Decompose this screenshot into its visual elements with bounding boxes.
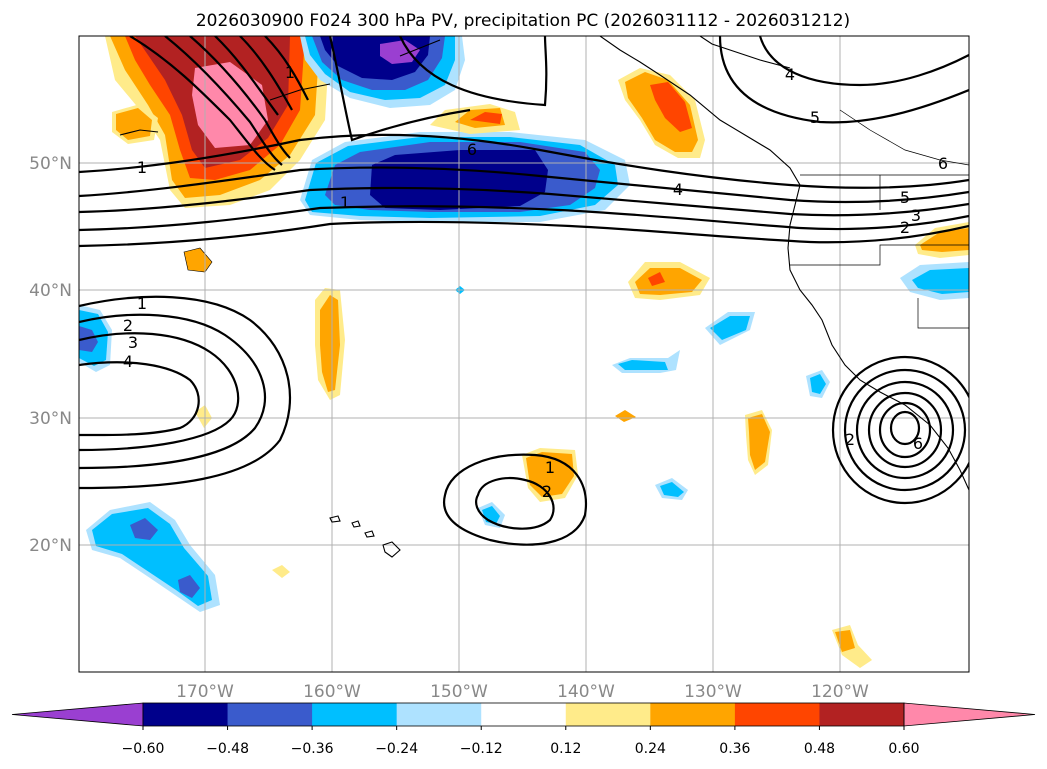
precip-patch-9b [912, 268, 969, 294]
coastline-alaska [119, 39, 441, 136]
colorbar-tick-label: −0.48 [206, 741, 249, 757]
contour-label: 3 [911, 206, 921, 225]
precip-negative-north-central [300, 132, 630, 222]
colorbar-tick-label: 0.60 [888, 741, 919, 757]
contour-label: 5 [810, 108, 820, 127]
contour-label: 1 [137, 294, 147, 313]
precip-patch-3c [648, 272, 665, 286]
pv-contours-mid-low [442, 453, 587, 546]
colorbar-frame [142, 702, 905, 727]
colorbar-segment [650, 703, 736, 726]
map-frame [78, 35, 970, 673]
figure-title: 2026030900 F024 300 hPa PV, precipitatio… [196, 11, 850, 31]
contour-label: 2 [900, 218, 910, 237]
colorbar-extend-high [903, 702, 1036, 727]
precip-patch-2b [320, 295, 340, 392]
colorbar-segment [396, 703, 482, 726]
colorbar-segment [227, 703, 313, 726]
pv-contours-jet [79, 36, 969, 248]
lon-label: 140°W [557, 682, 615, 702]
contour-label: 4 [673, 180, 683, 199]
contour-label: 6 [913, 434, 923, 453]
colorbar-segment [481, 703, 567, 726]
lon-label: 160°W [303, 682, 361, 702]
contour-labels: 1 6 1 4 5 3 2 1 1 2 3 4 1 2 2 6 4 5 6 [123, 63, 948, 501]
precip-patch-10b [920, 228, 969, 252]
map-area: 1 6 1 4 5 3 2 1 1 2 3 4 1 2 2 6 4 5 6 [79, 36, 969, 672]
latitude-labels: 50°N 40°N 30°N 20°N [29, 154, 72, 556]
precip-patch-13d [178, 575, 200, 598]
contour-label: 2 [845, 430, 855, 449]
colorbar-tick-label: −0.12 [460, 741, 503, 757]
lat-label: 50°N [29, 154, 72, 174]
contour-label: 1 [137, 158, 147, 177]
colorbar-segment [734, 703, 820, 726]
colorbar: −0.60 −0.48 −0.36 −0.24 −0.12 0.12 0.24 0.36 0.4… [11, 702, 1036, 757]
precip-patch-3b [635, 268, 702, 295]
lat-label: 20°N [29, 536, 72, 556]
contour-label: 1 [545, 458, 555, 477]
precip-patch-16 [195, 405, 212, 428]
pv-contours-left [79, 295, 292, 490]
lon-label: 120°W [811, 682, 869, 702]
contour-label: 1 [285, 63, 295, 82]
contour-label: 2 [123, 316, 133, 335]
precip-patch-17 [615, 410, 636, 422]
pv-contours-east-low [831, 355, 969, 505]
lat-label: 40°N [29, 281, 72, 301]
precip-positive-north-central [430, 104, 520, 134]
colorbar-tick-label: −0.24 [375, 741, 418, 757]
precip-patch-18 [272, 565, 290, 578]
precip-patch-8b [810, 374, 826, 394]
contour-label: 4 [785, 65, 795, 84]
precip-patch-5b [618, 360, 668, 370]
lon-label: 150°W [430, 682, 488, 702]
contour-label: 2 [542, 482, 552, 501]
precip-patch-6b [748, 414, 770, 470]
colorbar-tick-label: 0.36 [719, 741, 750, 757]
precip-negative-top [300, 36, 465, 108]
colorbar-tick-label: 0.12 [550, 741, 581, 757]
contour-label: 6 [467, 140, 477, 159]
contour-label: 6 [938, 154, 948, 173]
colorbar-segment [565, 703, 651, 726]
contour-label: 4 [123, 352, 133, 371]
colorbar-tick-label: 0.24 [635, 741, 666, 757]
colorbar-tick-label: −0.36 [291, 741, 334, 757]
coastline-hawaii [329, 515, 401, 558]
precip-patch-13c [130, 518, 158, 540]
lon-label: 170°W [176, 682, 234, 702]
precip-patch-4b [710, 316, 750, 340]
colorbar-segment [819, 703, 905, 726]
colorbar-segment [312, 703, 398, 726]
lat-label: 30°N [29, 409, 72, 429]
precip-patch-11b [660, 482, 684, 497]
colorbar-extend-low [11, 702, 144, 727]
lon-label: 130°W [684, 682, 742, 702]
contour-label: 3 [128, 333, 138, 352]
contour-label: 1 [340, 193, 350, 212]
contour-label: 5 [900, 188, 910, 207]
longitude-labels: 170°W 160°W 150°W 140°W 130°W 120°W [176, 682, 869, 702]
colorbar-segment [143, 703, 229, 726]
colorbar-tick-label: 0.48 [804, 741, 835, 757]
colorbar-tick-label: −0.60 [122, 741, 165, 757]
